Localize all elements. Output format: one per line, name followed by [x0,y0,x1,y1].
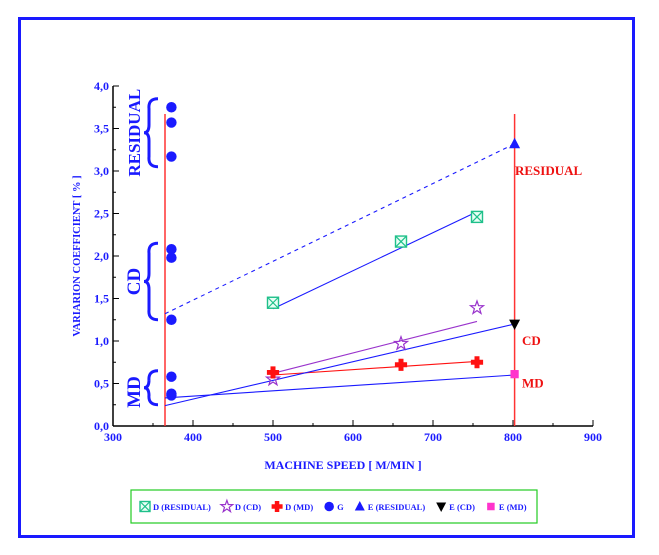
x-tick-label: 800 [504,430,522,444]
x-tick-label: 300 [104,430,122,444]
data-point [266,366,280,379]
data-point [468,299,486,315]
legend-marker [219,498,235,514]
trend-line [164,323,515,407]
data-point [166,243,177,255]
right-label: RESIDUAL [515,163,583,178]
data-point [166,371,177,382]
y-tick-label: 0,5 [94,377,109,391]
data-point [166,390,177,401]
legend-label: G [337,502,344,512]
legend-box [130,489,538,524]
data-point [266,296,280,309]
data-point [509,319,521,331]
side-label: RESIDUAL [125,89,144,177]
y-tick-label: 0,0 [94,419,109,433]
trend-line [164,143,515,315]
y-tick-label: 2,5 [94,207,109,221]
right-label: CD [522,333,541,348]
x-tick-label: 600 [344,430,362,444]
data-point [394,235,408,248]
x-tick-label: 500 [264,430,282,444]
data-point [166,252,177,263]
y-tick-label: 3,0 [94,164,109,178]
brace [143,241,159,322]
y-axis-label: VARIARION COEFFICIENT [ % ] [72,175,83,336]
data-point [166,102,177,113]
legend-label: E (MD) [499,502,527,512]
x-tick-label: 400 [184,430,202,444]
data-point [166,117,177,128]
figure-frame [18,17,635,538]
right-label: MD [522,376,544,391]
y-tick-label: 2,0 [94,249,109,263]
legend-marker [324,501,334,512]
legend-label: E (RESIDUAL) [368,502,426,512]
side-label: CD [124,268,145,295]
data-point [470,356,484,369]
data-point [394,358,408,371]
legend-marker [354,501,365,511]
brace [143,369,159,407]
y-tick-label: 1,0 [94,334,109,348]
data-point [166,314,177,325]
legend-marker [487,502,495,511]
trend-line [164,374,515,399]
brace [143,97,159,169]
legend-label: D (CD) [235,502,261,512]
y-tick-label: 1,5 [94,292,109,306]
legend-label: D (RESIDUAL) [153,502,211,512]
data-point [470,210,484,224]
legend-label: D (MD) [285,502,313,512]
x-axis-label: MACHINE SPEED [ M/MIN ] [264,458,421,472]
data-point [392,334,410,351]
legend-marker [271,501,283,512]
x-tick-label: 700 [424,430,442,444]
trend-line [272,211,478,310]
data-point [166,151,177,162]
data-point [509,137,521,149]
legend-marker [436,502,447,512]
trend-line [272,320,478,374]
legend-label: E (CD) [449,502,475,512]
data-point [264,370,282,387]
y-tick-label: 4,0 [94,79,109,93]
x-tick-label: 900 [584,430,602,444]
side-label: MD [124,376,145,408]
legend-marker [139,500,151,513]
data-point [510,370,519,379]
y-tick-label: 3,5 [94,122,109,136]
